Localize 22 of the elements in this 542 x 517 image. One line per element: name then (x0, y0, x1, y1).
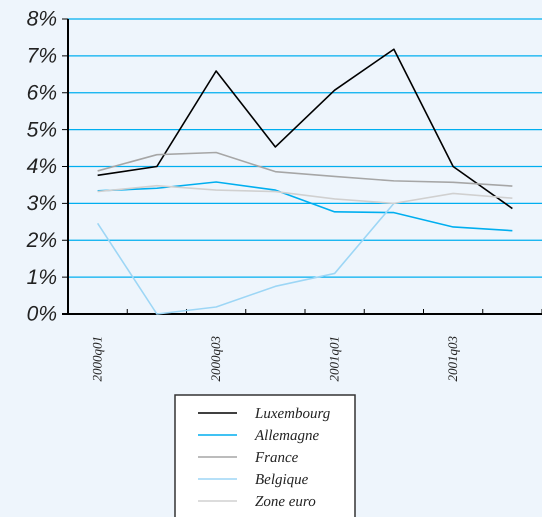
line-series (96, 202, 395, 315)
legend-label: Belgique (255, 472, 309, 488)
y-tick-label: 6% (26, 81, 57, 104)
y-tick-label: 5% (26, 118, 57, 142)
legend-label: Zone euro (255, 494, 316, 510)
legend-label: France (254, 450, 299, 466)
line-series (96, 152, 514, 187)
y-tick-label: 4% (26, 155, 57, 178)
y-tick-label: 8% (26, 8, 57, 31)
legend-label: Luxembourg (254, 406, 331, 422)
x-tick-label: 2000q03 (208, 336, 224, 382)
y-tick-label: 0% (26, 302, 57, 326)
line-series (96, 48, 514, 210)
x-tick-label: 2001q03 (445, 336, 460, 382)
y-tick-label: 2% (26, 228, 57, 252)
x-tick-label: 2000q01 (90, 336, 105, 382)
legend-label: Allemagne (254, 428, 320, 444)
line-series (96, 184, 514, 204)
y-tick-label: 1% (26, 266, 57, 289)
y-tick-label: 3% (26, 192, 57, 216)
y-tick-label: 7% (26, 44, 57, 68)
x-tick-label: 2001q01 (326, 336, 342, 382)
